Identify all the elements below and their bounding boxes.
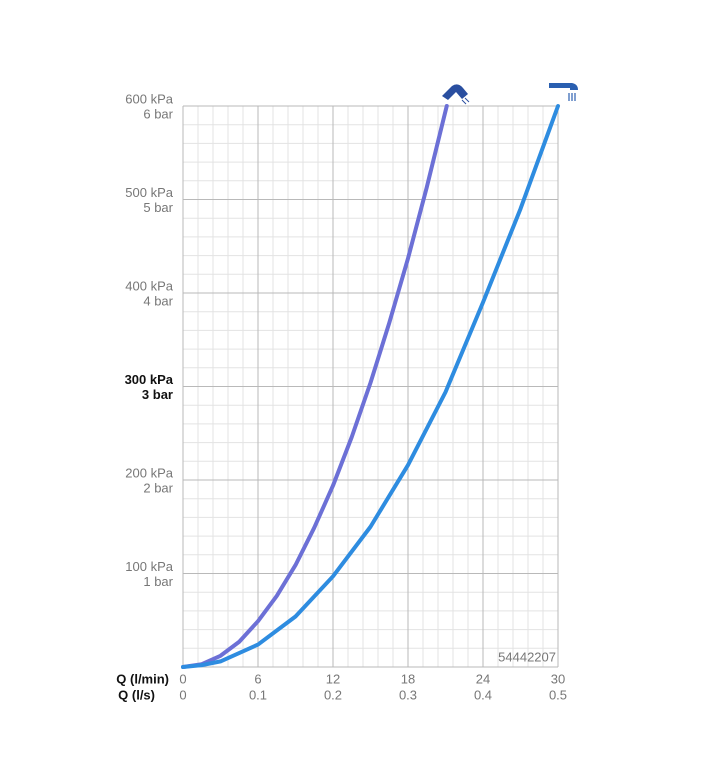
x2-axis-title: Q (l/s) [118, 687, 155, 702]
x2-tick-label: 0.5 [549, 687, 567, 702]
curve [181, 104, 560, 669]
x-axis-title: Q (l/min) [116, 671, 169, 686]
y2-tick-label: 5 bar [143, 200, 173, 215]
annotation: 54442207 [498, 649, 556, 664]
x-tick-label: 24 [476, 671, 490, 686]
y2-tick-label: 3 bar [142, 387, 173, 402]
x-tick-label: 6 [254, 671, 261, 686]
x-tick-label: 12 [326, 671, 340, 686]
x2-tick-label: 0.2 [324, 687, 342, 702]
overhead-shower-icon [549, 83, 578, 101]
x2-tick-label: 0 [179, 687, 186, 702]
y-tick-label: 300 kPa [125, 372, 174, 387]
y2-tick-label: 6 bar [143, 106, 173, 121]
x-tick-label: 18 [401, 671, 415, 686]
grid [182, 105, 559, 668]
x2-tick-label: 0.4 [474, 687, 492, 702]
y-tick-label: 600 kPa [125, 91, 173, 106]
x-tick-label: 30 [551, 671, 565, 686]
y2-tick-label: 1 bar [143, 574, 173, 589]
y2-tick-label: 2 bar [143, 480, 173, 495]
y-tick-label: 200 kPa [125, 465, 173, 480]
x2-tick-label: 0.1 [249, 687, 267, 702]
y-tick-label: 100 kPa [125, 559, 173, 574]
y2-tick-label: 4 bar [143, 293, 173, 308]
x2-tick-label: 0.3 [399, 687, 417, 702]
plot [181, 104, 560, 669]
y-tick-label: 500 kPa [125, 185, 173, 200]
x-tick-label: 0 [179, 671, 186, 686]
y-tick-label: 400 kPa [125, 278, 173, 293]
curve [181, 104, 449, 669]
hand-shower-icon [442, 84, 470, 105]
